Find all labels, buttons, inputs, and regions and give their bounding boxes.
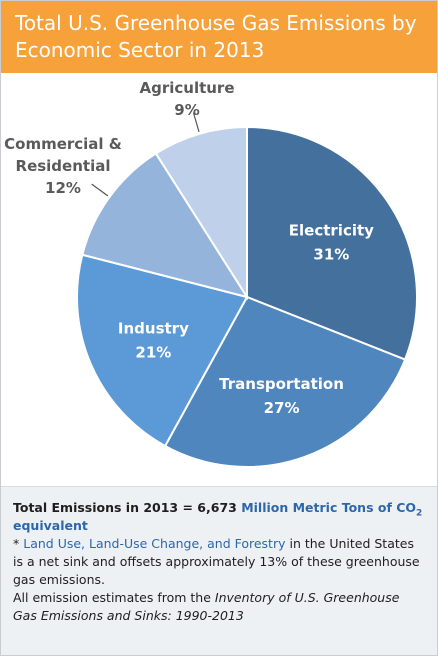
leader-line-commercial-residential: [91, 183, 109, 197]
slice-value-industry: 21%: [135, 344, 171, 362]
total-unit-text: Million Metric Tons of CO: [241, 500, 417, 515]
pie-slice-electricity: [246, 125, 418, 361]
note-text: in the United States is a net sink and o…: [13, 536, 420, 587]
pie-slice-agriculture: [154, 125, 248, 301]
total-emissions-value: Total Emissions in 2013 = 6,673: [13, 500, 237, 515]
pie-chart-area: Electricity 31% Transportation 27% Industry 2…: [1, 73, 437, 486]
leader-line-agriculture: [192, 112, 200, 132]
source-note: All emission estimates from the Inventor…: [13, 589, 425, 625]
chart-title-line1: Total U.S. Greenhouse Gas Emissions by: [15, 11, 417, 35]
slice-value-transportation: 27%: [264, 399, 300, 417]
source-prefix: All emission estimates from the: [13, 590, 215, 605]
chart-title-line2: Economic Sector in 2013: [15, 38, 265, 62]
leader-lines: [91, 112, 200, 197]
footnote-panel: Total Emissions in 2013 = 6,673 Million …: [1, 486, 437, 655]
slice-value-electricity: 31%: [313, 246, 349, 264]
land-use-link[interactable]: Land Use, Land-Use Change, and Forestry: [23, 536, 286, 551]
total-unit-end: equivalent: [13, 518, 88, 533]
total-emissions-line: Total Emissions in 2013 = 6,673 Million …: [13, 499, 425, 535]
pie-slice-industry: [76, 253, 249, 448]
slice-label-industry: Industry: [118, 320, 189, 338]
slice-label-electricity: Electricity: [289, 222, 374, 240]
slice-label-commercial-residential: Residential: [16, 157, 111, 175]
slice-label-transportation: Transportation: [219, 375, 344, 393]
pie-slice-transportation: [163, 295, 407, 468]
slice-labels: Electricity 31% Transportation 27% Industry 2…: [4, 79, 374, 417]
pie-chart: Electricity 31% Transportation 27% Industry 2…: [4, 79, 418, 468]
pie-slice-commercial-residential: [81, 152, 250, 299]
slice-value-commercial-residential: 12%: [45, 179, 81, 197]
note-star: *: [13, 536, 24, 551]
slice-label-commercial-residential: Commercial &: [4, 135, 122, 153]
chart-title: Total U.S. Greenhouse Gas Emissions by E…: [15, 10, 423, 64]
slice-label-agriculture: Agriculture: [139, 79, 234, 97]
pie-slices: [76, 125, 418, 468]
header-banner: Total U.S. Greenhouse Gas Emissions by E…: [1, 1, 437, 73]
land-use-note: * Land Use, Land-Use Change, and Forestr…: [13, 535, 425, 589]
co2-subscript: 2: [416, 508, 423, 519]
total-emissions-unit-link[interactable]: Million Metric Tons of CO2 equivalent: [13, 500, 422, 533]
source-title: Inventory of U.S. Greenhouse Gas Emissio…: [13, 590, 400, 623]
slice-value-agriculture: 9%: [174, 101, 199, 119]
